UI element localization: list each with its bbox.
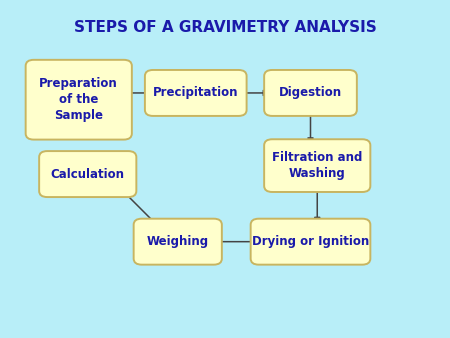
- Text: Drying or Ignition: Drying or Ignition: [252, 235, 369, 248]
- Text: Weighing: Weighing: [147, 235, 209, 248]
- FancyBboxPatch shape: [264, 139, 370, 192]
- FancyBboxPatch shape: [145, 70, 247, 116]
- FancyBboxPatch shape: [134, 219, 222, 265]
- Text: Filtration and
Washing: Filtration and Washing: [272, 151, 362, 180]
- FancyBboxPatch shape: [26, 60, 132, 140]
- Text: Digestion: Digestion: [279, 87, 342, 99]
- FancyBboxPatch shape: [39, 151, 136, 197]
- FancyBboxPatch shape: [264, 70, 357, 116]
- Text: STEPS OF A GRAVIMETRY ANALYSIS: STEPS OF A GRAVIMETRY ANALYSIS: [74, 20, 376, 34]
- FancyBboxPatch shape: [251, 219, 370, 265]
- Text: Calculation: Calculation: [51, 168, 125, 180]
- Text: Preparation
of the
Sample: Preparation of the Sample: [40, 77, 118, 122]
- Text: Precipitation: Precipitation: [153, 87, 238, 99]
